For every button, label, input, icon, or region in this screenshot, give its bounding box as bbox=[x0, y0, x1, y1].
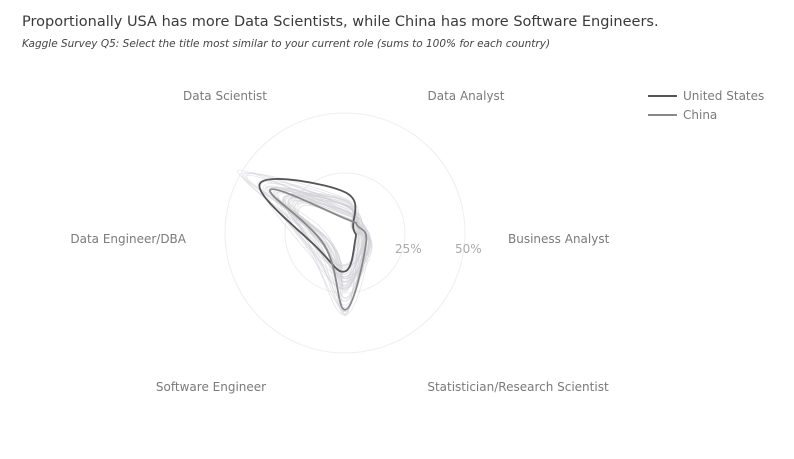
series-line-china bbox=[269, 188, 368, 311]
legend-item-china[interactable]: China bbox=[648, 105, 764, 124]
axis-label-data-scientist: Data Scientist bbox=[183, 89, 267, 103]
radial-tick-label-25: 25% bbox=[395, 242, 422, 256]
axis-label-statistician-research-scientist: Statistician/Research Scientist bbox=[427, 380, 609, 394]
legend-label-united-states: United States bbox=[683, 88, 765, 103]
axis-label-data-analyst: Data Analyst bbox=[427, 89, 504, 103]
legend-item-united-states[interactable]: United States bbox=[648, 86, 764, 105]
legend-label-china: China bbox=[683, 107, 718, 122]
chart-title: Proportionally USA has more Data Scienti… bbox=[22, 14, 659, 30]
background-country-series bbox=[236, 169, 373, 317]
background-series-line bbox=[284, 195, 363, 275]
chart-subtitle: Kaggle Survey Q5: Select the title most … bbox=[22, 38, 551, 50]
background-series-line bbox=[257, 180, 364, 287]
grid-circle-25 bbox=[284, 172, 406, 294]
background-series-line bbox=[287, 198, 371, 267]
background-series-line bbox=[271, 187, 364, 279]
background-series-line bbox=[285, 197, 366, 278]
legend-swatch-china bbox=[648, 113, 677, 116]
radial-tick-labels: 25% 50% bbox=[395, 242, 482, 256]
axis-labels: Data Scientist Data Analyst Business Analy… bbox=[70, 89, 609, 394]
series-line-united-states bbox=[258, 178, 357, 273]
radial-tick-label-50: 50% bbox=[455, 242, 482, 256]
legend-swatch-united-states bbox=[648, 94, 677, 97]
radar-grid bbox=[224, 112, 466, 354]
highlighted-series bbox=[258, 178, 368, 311]
axis-label-data-engineer-dba: Data Engineer/DBA bbox=[70, 232, 186, 246]
background-series-line bbox=[288, 194, 370, 302]
axis-label-business-analyst: Business Analyst bbox=[508, 232, 610, 246]
legend: United States China bbox=[648, 86, 764, 124]
grid-circle-50 bbox=[224, 112, 466, 354]
axis-label-software-engineer: Software Engineer bbox=[156, 380, 266, 394]
